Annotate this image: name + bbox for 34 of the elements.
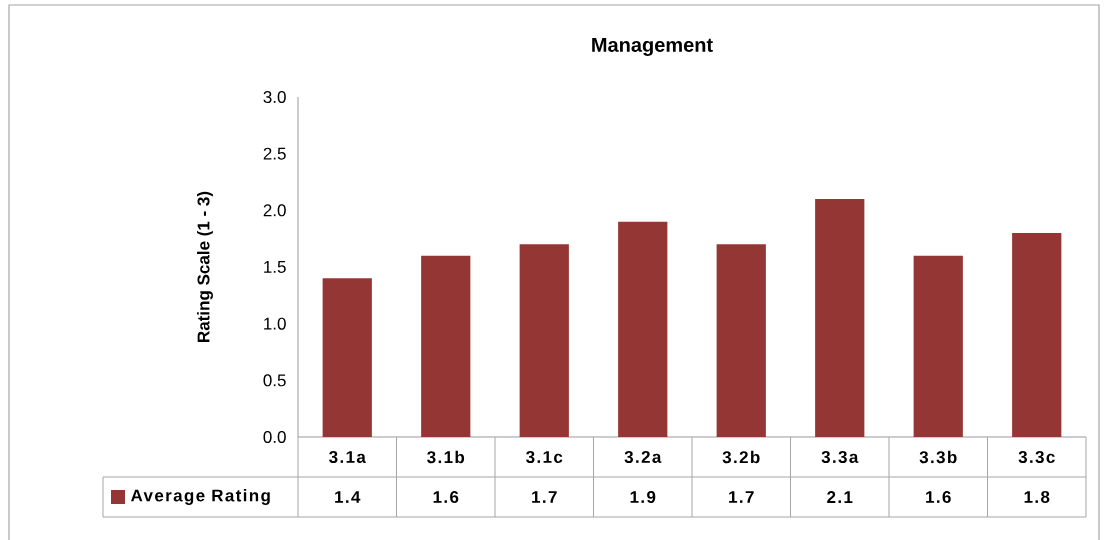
x-tick-label: 3.1b: [427, 450, 465, 464]
y-tick-label: 2.0: [263, 204, 286, 217]
y-tick-label: 1.5: [264, 261, 286, 273]
bar: [322, 278, 372, 437]
x-tick-label: 3.1c: [526, 450, 563, 464]
bar: [913, 255, 963, 437]
data-label: 2.1: [827, 491, 853, 503]
bar: [519, 244, 569, 437]
y-tick-label: 0.5: [263, 374, 286, 387]
x-tick-label: 3.1a: [329, 450, 366, 464]
x-tick-label: 3.3a: [821, 450, 859, 464]
data-label: 1.4: [335, 491, 361, 503]
x-tick-label: 3.2a: [624, 450, 662, 464]
data-label: 1.6: [433, 490, 459, 504]
bar: [618, 221, 668, 437]
data-label: 1.7: [532, 491, 557, 503]
legend-label: Average Rating: [130, 489, 270, 505]
data-label: 1.7: [729, 491, 754, 503]
y-tick-label: 0.0: [263, 430, 286, 444]
x-tick-label: 3.3b: [919, 450, 957, 464]
data-label: 1.9: [630, 490, 656, 504]
data-label: 1.8: [1024, 490, 1050, 504]
y-tick-label: 2.5: [263, 147, 286, 160]
x-tick-label: 3.2b: [722, 450, 760, 464]
bar: [716, 244, 766, 437]
data-label: 1.6: [926, 490, 951, 504]
bar: [1012, 232, 1062, 437]
y-axis-title: Rating Scale (1 - 3): [197, 191, 213, 342]
x-tick-label: 3.3c: [1018, 450, 1055, 464]
y-tick-label: 3.0: [263, 90, 286, 104]
bar: [815, 199, 865, 437]
chart-title: Management: [592, 38, 713, 56]
y-tick-label: 1.0: [264, 317, 286, 330]
bar: [421, 255, 471, 437]
